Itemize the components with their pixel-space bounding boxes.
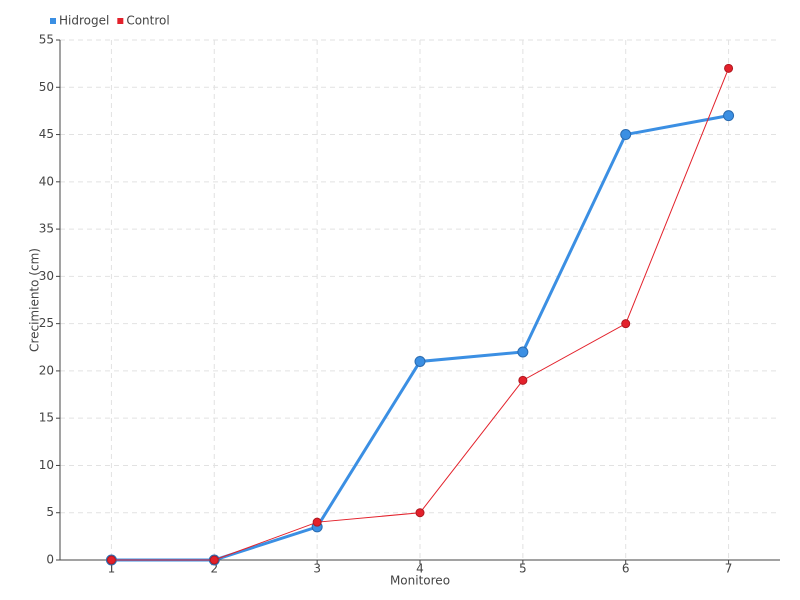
y-tick-label: 10 bbox=[39, 458, 54, 472]
data-point bbox=[518, 375, 528, 385]
data-point bbox=[209, 555, 219, 565]
legend-swatch bbox=[50, 18, 56, 24]
x-tick-label: 1 bbox=[108, 562, 116, 576]
x-tick-label: 7 bbox=[725, 562, 733, 576]
x-tick-label: 4 bbox=[416, 562, 424, 576]
legend-label: Control bbox=[126, 14, 169, 28]
x-tick-label: 3 bbox=[313, 562, 321, 576]
y-tick-label: 50 bbox=[39, 80, 54, 94]
x-axis-label: Monitoreo bbox=[390, 574, 450, 588]
legend-label: Hidrogel bbox=[59, 14, 109, 28]
y-tick-label: 5 bbox=[46, 505, 54, 519]
y-tick-label: 40 bbox=[39, 174, 54, 188]
x-tick-label: 5 bbox=[519, 562, 527, 576]
x-tick-label: 6 bbox=[622, 562, 630, 576]
data-point bbox=[620, 129, 632, 141]
data-point bbox=[621, 319, 631, 329]
y-tick-label: 35 bbox=[39, 222, 54, 236]
y-tick-label: 45 bbox=[39, 127, 54, 141]
y-tick-label: 55 bbox=[39, 33, 54, 47]
y-tick-label: 0 bbox=[46, 553, 54, 567]
y-axis-label: Crecimiento (cm) bbox=[28, 248, 42, 352]
y-tick-label: 30 bbox=[39, 269, 54, 283]
data-point bbox=[415, 508, 425, 518]
data-point bbox=[517, 346, 529, 358]
legend-swatch bbox=[117, 18, 124, 24]
data-point bbox=[312, 517, 322, 527]
data-point bbox=[724, 63, 734, 73]
data-point bbox=[414, 355, 426, 367]
y-tick-label: 15 bbox=[39, 411, 54, 425]
y-tick-label: 20 bbox=[39, 363, 54, 377]
data-point bbox=[723, 110, 735, 122]
data-point bbox=[106, 555, 116, 565]
y-tick-label: 25 bbox=[39, 316, 54, 330]
x-tick-label: 2 bbox=[210, 562, 218, 576]
